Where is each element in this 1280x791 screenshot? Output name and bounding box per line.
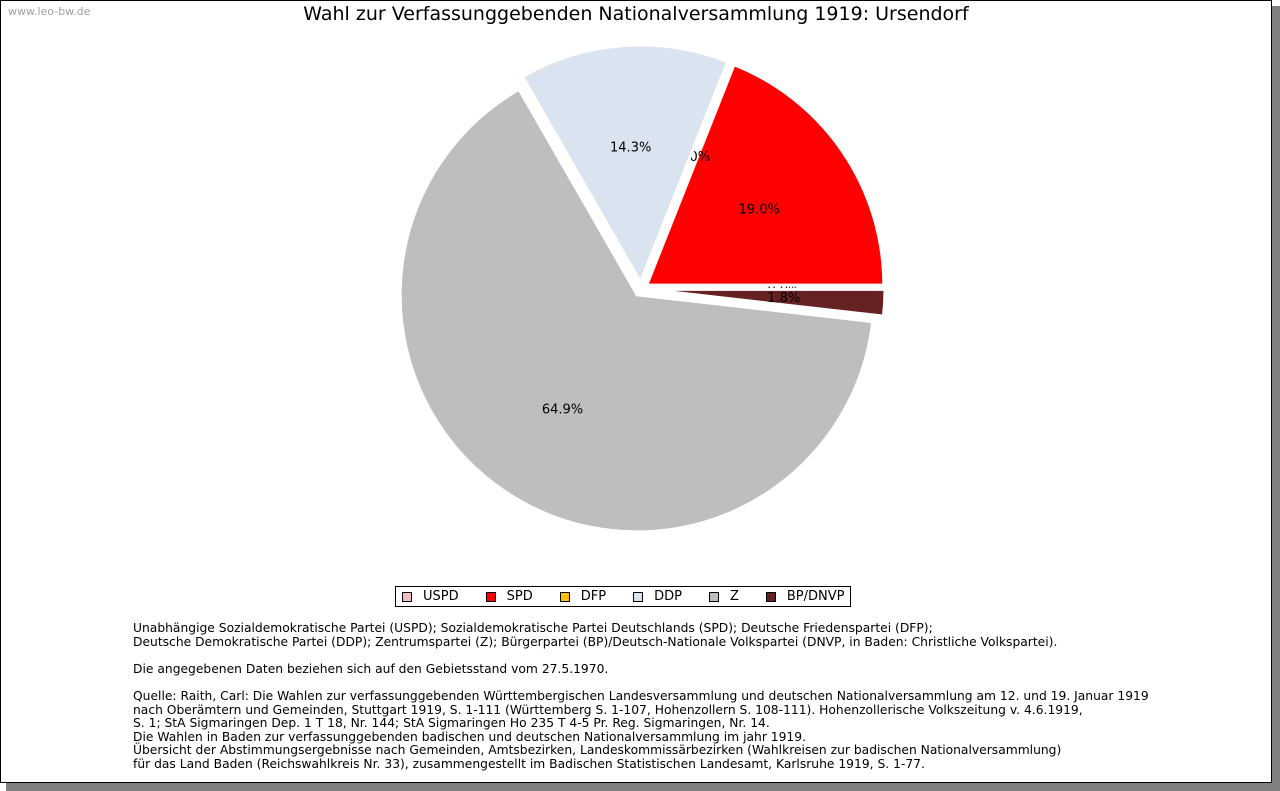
legend-label-z: Z: [729, 589, 739, 604]
legend-swatch-dfp: [559, 591, 570, 602]
legend-item-ddp: DDP: [633, 589, 682, 604]
legend-item-spd: SPD: [485, 589, 533, 604]
note-source-line6: für das Land Baden (Reichswahlkreis Nr. …: [133, 756, 925, 771]
chart-notes: Unabhängige Sozialdemokratische Partei (…: [133, 621, 1233, 772]
legend-item-bp-dnvp: BP/DNVP: [765, 589, 845, 604]
slice-label-ddp: 14.3%: [610, 140, 651, 155]
legend-swatch-z: [708, 591, 719, 602]
pie-slice-ddp: [520, 43, 730, 286]
legend-item-dfp: DFP: [559, 589, 607, 604]
note-territory: Die angegebenen Daten beziehen sich auf …: [133, 661, 609, 676]
pie-slice-z: [398, 87, 875, 534]
slice-label-z: 64.9%: [542, 403, 583, 418]
note-source-line5: Übersicht der Abstimmungsergebnisse nach…: [133, 743, 1062, 758]
legend-label-ddp: DDP: [654, 589, 682, 604]
frame-shadow-bottom: [6, 783, 1280, 791]
frame-shadow-right: [1272, 6, 1280, 791]
note-parties-line2: Deutsche Demokratische Partei (DDP); Zen…: [133, 634, 1058, 649]
pie-slice-bp-dnvp: [647, 287, 887, 318]
legend-swatch-bp-dnvp: [765, 591, 776, 602]
legend-item-uspd: USPD: [402, 589, 459, 604]
legend-label-bp-dnvp: BP/DNVP: [786, 589, 845, 604]
legend-swatch-spd: [485, 591, 496, 602]
legend-label-dfp: DFP: [580, 589, 607, 604]
chart-title: Wahl zur Verfassunggebenden Nationalvers…: [303, 3, 969, 25]
note-source-line4: Die Wahlen in Baden zur verfassunggebend…: [133, 729, 806, 744]
note-source-line1: Quelle: Raith, Carl: Die Wahlen zur verf…: [133, 688, 1149, 703]
legend-item-z: Z: [708, 589, 739, 604]
pie-slice-spd: [644, 62, 886, 287]
legend-swatch-ddp: [633, 591, 644, 602]
chart-legend: USPD SPD DFP DDP Z BP/DNVP: [395, 586, 852, 607]
note-source-line3: S. 1; StA Sigmaringen Dep. 1 T 18, Nr. 1…: [133, 716, 770, 731]
legend-label-spd: SPD: [506, 589, 533, 604]
note-parties-line1: Unabhängige Sozialdemokratische Partei (…: [133, 621, 933, 635]
watermark: www.leo-bw.de: [8, 5, 91, 18]
slice-label-spd: 19.0%: [739, 203, 780, 218]
note-source-line2: nach Oberämtern und Gemeinden, Stuttgart…: [133, 702, 1083, 717]
legend-swatch-uspd: [402, 591, 412, 602]
slice-label-bp-dnvp: 1.8%: [767, 291, 800, 306]
legend-label-uspd: USPD: [423, 589, 459, 604]
